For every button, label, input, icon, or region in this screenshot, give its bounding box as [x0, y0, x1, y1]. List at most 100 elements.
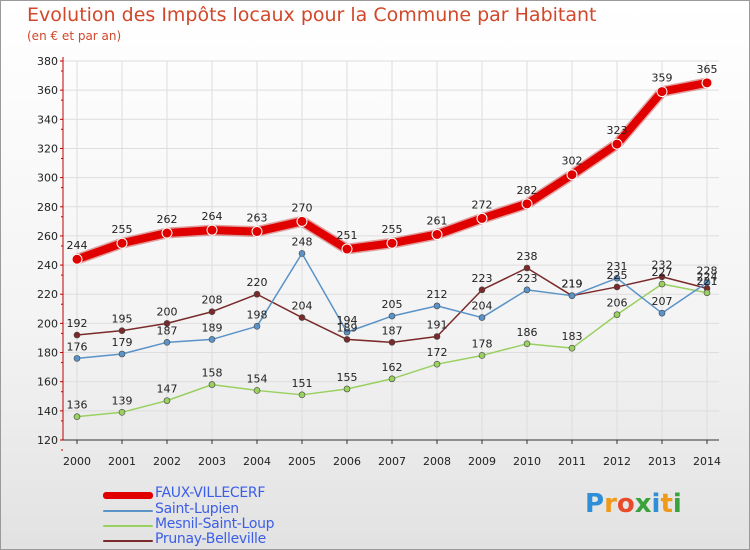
data-label: 270: [292, 201, 313, 214]
axes: 120 140 160 180 200 220 240 260 280 300 320 340 360 3…: [37, 55, 721, 468]
data-point: [253, 290, 261, 298]
x-tick-label: 2014: [693, 455, 721, 468]
legend-swatch: [103, 492, 153, 499]
logo-letter: P: [585, 489, 605, 519]
x-tick-label: 2007: [378, 455, 406, 468]
data-point: [208, 308, 216, 316]
data-label: 200: [157, 305, 178, 318]
x-tick-label: 2006: [333, 455, 361, 468]
data-label: 238: [517, 250, 538, 263]
legend-swatch: [103, 540, 153, 542]
legend-swatch: [103, 525, 153, 527]
data-point: [523, 286, 531, 294]
data-label: 183: [562, 330, 583, 343]
data-point: [118, 327, 126, 334]
chart-title: Evolution des Impôts locaux pour la Comm…: [27, 4, 597, 26]
data-label: 155: [337, 371, 358, 384]
data-label: 261: [427, 214, 448, 227]
series-layer: [71, 77, 713, 420]
data-point: [613, 283, 621, 291]
data-point: [613, 274, 621, 282]
x-tick-label: 2000: [63, 455, 91, 468]
data-label: 220: [247, 276, 268, 289]
data-label: 228: [697, 265, 718, 278]
data-label: 223: [472, 272, 493, 285]
data-point: [658, 309, 666, 317]
y-tick-label: 240: [37, 259, 58, 272]
y-tick-label: 320: [37, 142, 58, 155]
data-label: 225: [607, 269, 628, 282]
legend-swatch: [103, 510, 153, 512]
x-tick-label: 2011: [558, 455, 586, 468]
x-tick-label: 2002: [153, 455, 181, 468]
x-tick-label: 2012: [603, 455, 631, 468]
data-point: [478, 314, 486, 321]
data-label: 147: [157, 383, 178, 396]
data-point: [73, 331, 81, 339]
data-point: [73, 413, 81, 420]
data-label: 172: [427, 346, 448, 359]
data-label: 205: [382, 298, 403, 311]
y-tick-label: 120: [37, 434, 58, 447]
data-label: 212: [427, 288, 448, 301]
legend-label: Saint-Lupien: [155, 501, 239, 517]
y-tick-label: 300: [37, 172, 58, 185]
data-label: 136: [67, 399, 88, 412]
data-label: 244: [67, 239, 88, 252]
data-point: [388, 339, 396, 346]
data-point: [656, 86, 668, 98]
data-point: [613, 311, 621, 318]
data-label: 151: [292, 377, 313, 390]
data-point: [298, 391, 306, 399]
logo-letter: i: [672, 489, 682, 519]
data-point: [433, 302, 441, 310]
data-label: 263: [247, 212, 268, 225]
proxiti-logo: Proxiti: [585, 489, 682, 519]
data-label: 255: [112, 223, 133, 236]
data-label: 219: [562, 278, 583, 291]
data-label: 158: [202, 367, 223, 380]
data-point: [658, 273, 666, 281]
data-point: [298, 314, 306, 321]
data-label: 264: [202, 210, 223, 223]
data-label: 208: [202, 294, 223, 307]
data-point: [163, 339, 171, 346]
data-point: [566, 169, 578, 181]
data-point: [611, 138, 623, 150]
data-point: [118, 350, 126, 358]
data-point: [343, 385, 351, 393]
data-label: 282: [517, 184, 538, 197]
data-label: 198: [247, 308, 268, 321]
data-label: 207: [652, 295, 673, 308]
data-point: [208, 336, 216, 343]
data-label: 191: [427, 319, 448, 332]
data-label: 204: [472, 300, 493, 313]
data-point: [701, 77, 713, 89]
data-label: 365: [697, 63, 718, 76]
legend-label: Prunay-Belleville: [155, 531, 266, 547]
data-point: [523, 340, 531, 348]
y-tick-label: 360: [37, 84, 58, 97]
data-label: 179: [112, 336, 133, 349]
x-tick-label: 2010: [513, 455, 541, 468]
data-label: 154: [247, 372, 268, 385]
data-point: [523, 264, 531, 272]
y-tick-label: 200: [37, 317, 58, 330]
data-point: [343, 328, 351, 336]
data-label: 219: [562, 278, 583, 291]
data-label: 223: [517, 272, 538, 285]
data-point: [431, 228, 443, 240]
data-point: [71, 253, 83, 265]
data-point: [341, 243, 353, 255]
legend-label: Mesnil-Saint-Loup: [155, 516, 275, 532]
x-tick-label: 2001: [108, 455, 136, 468]
chart-subtitle: (en € et par an): [27, 29, 122, 43]
data-label: 221: [697, 275, 718, 288]
data-point: [521, 198, 533, 210]
data-label: 162: [382, 361, 403, 374]
data-point: [343, 336, 351, 343]
data-label: 232: [652, 259, 673, 272]
y-tick-label: 160: [37, 376, 58, 389]
data-point: [478, 286, 486, 294]
data-label: 272: [472, 198, 493, 211]
